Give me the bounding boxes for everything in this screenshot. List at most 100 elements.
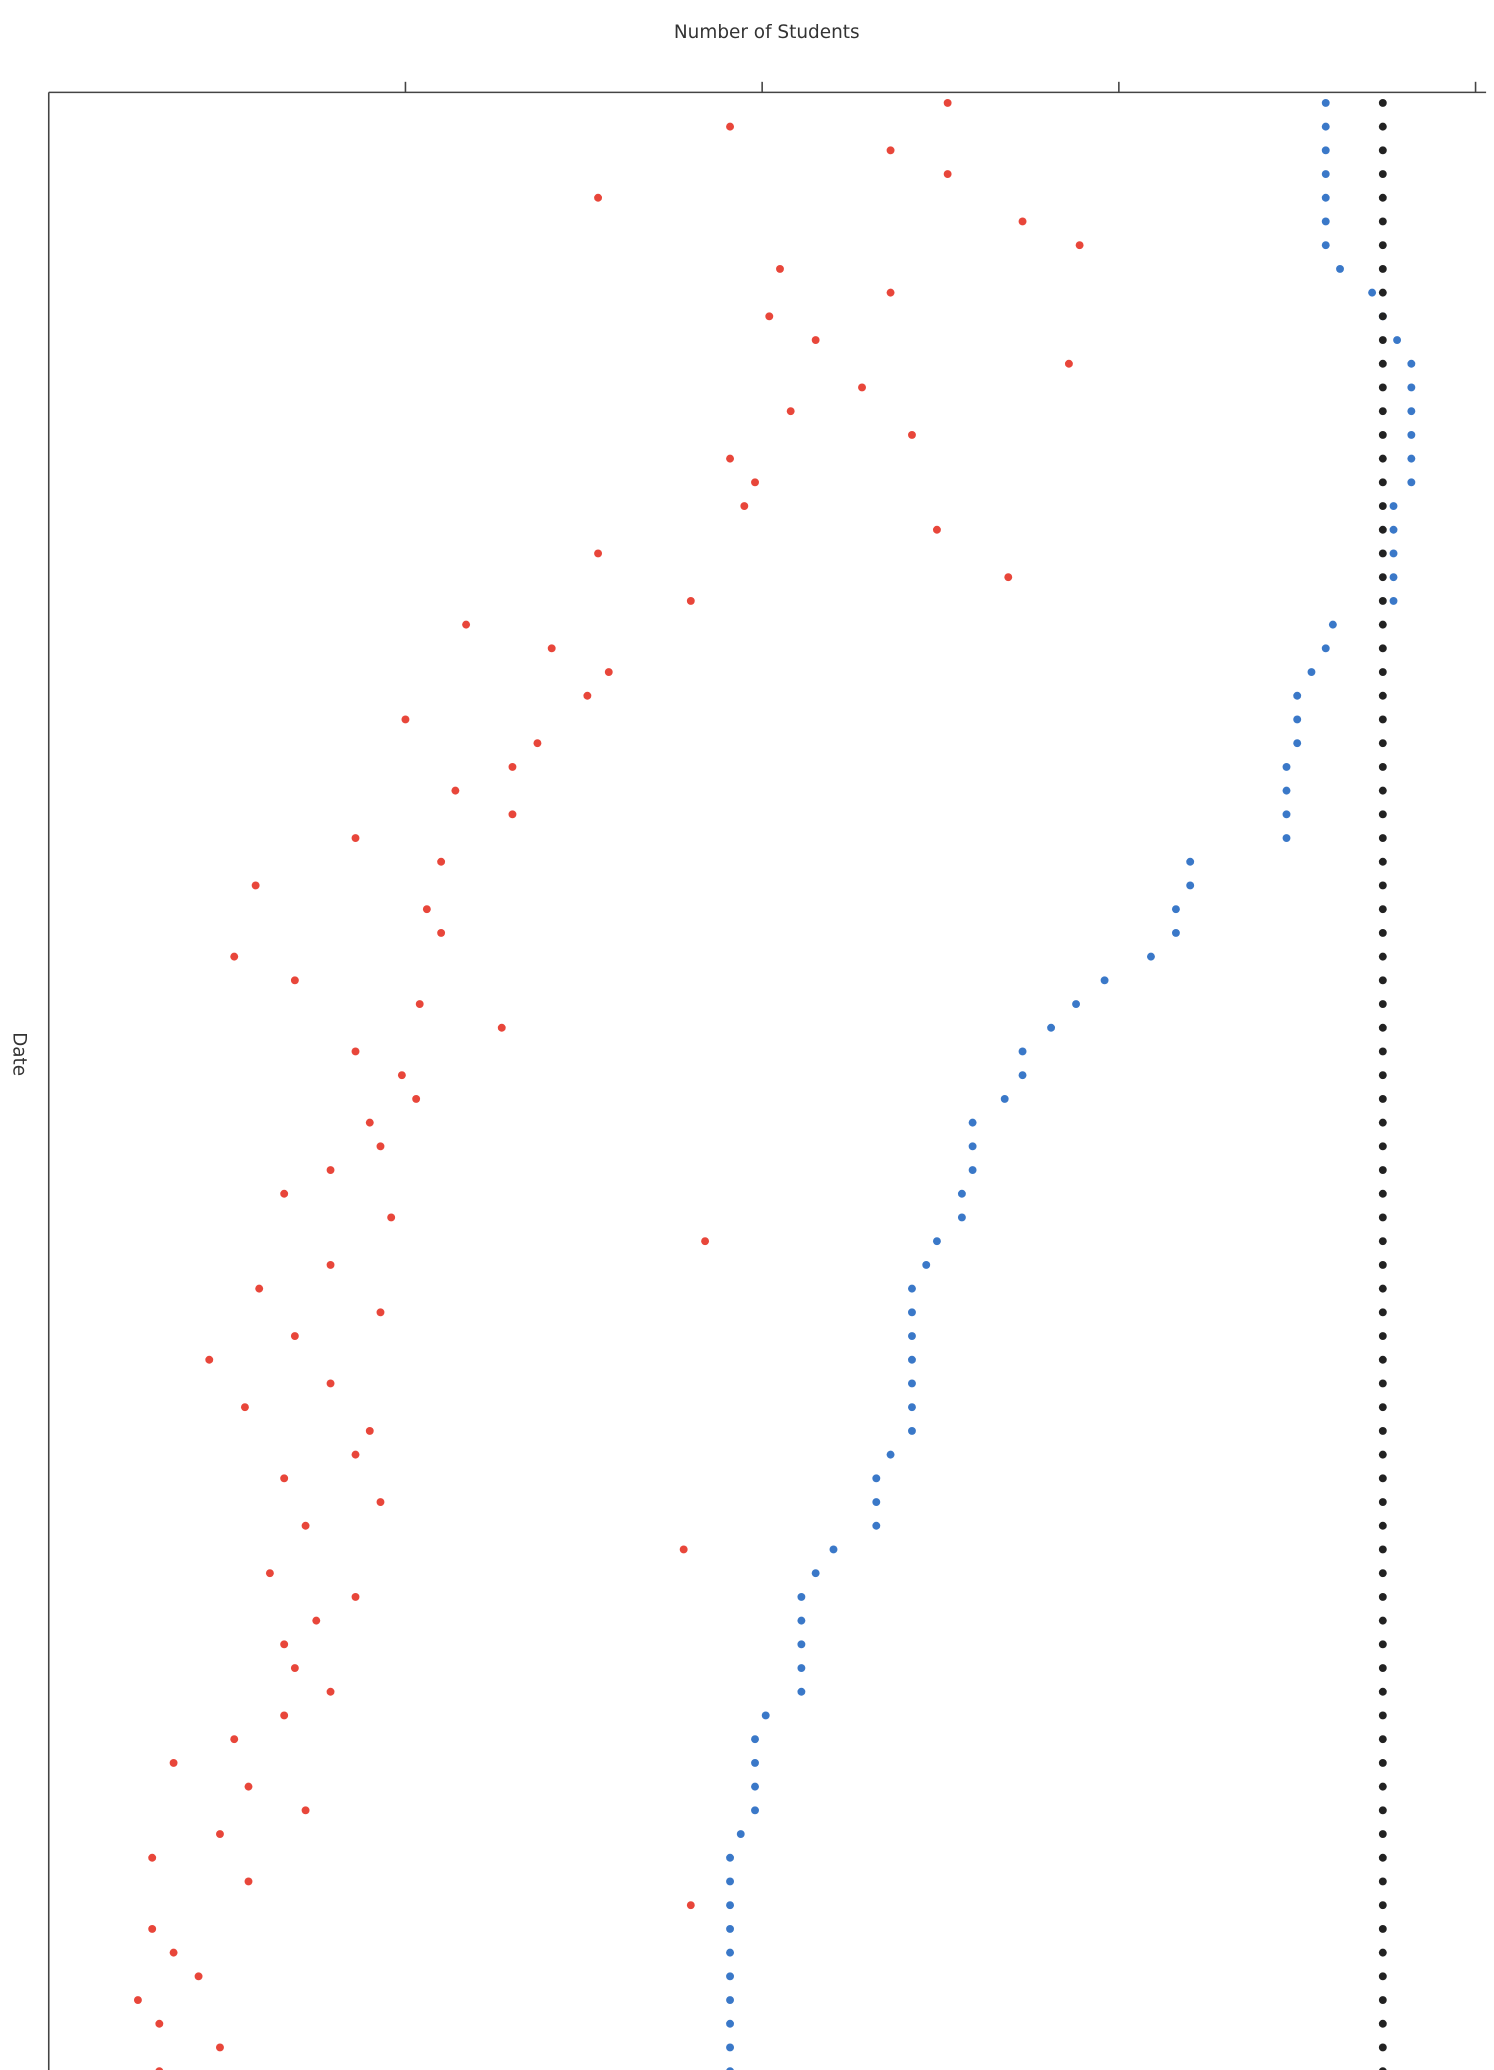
data-point xyxy=(1321,170,1330,178)
data-point xyxy=(1407,359,1416,368)
data-point xyxy=(594,549,603,558)
data-point xyxy=(1321,217,1330,226)
data-point xyxy=(1282,786,1291,795)
data-point xyxy=(451,786,460,795)
data-point xyxy=(1321,241,1330,250)
data-point xyxy=(1378,312,1387,321)
data-point xyxy=(1378,383,1387,392)
data-point xyxy=(886,146,895,155)
data-point xyxy=(1378,549,1387,558)
data-point xyxy=(1100,976,1109,985)
data-point xyxy=(797,1664,806,1672)
data-point xyxy=(280,1640,289,1649)
data-point xyxy=(326,1166,335,1174)
data-point xyxy=(1000,1094,1009,1103)
data-point xyxy=(1378,1474,1387,1483)
data-point xyxy=(751,1735,759,1744)
data-point xyxy=(312,1616,321,1625)
data-point xyxy=(326,1379,335,1388)
data-point xyxy=(1378,928,1387,937)
data-point xyxy=(1018,1047,1027,1056)
data-point xyxy=(1378,668,1387,676)
data-point xyxy=(365,1118,374,1127)
data-point xyxy=(280,1189,289,1198)
data-point xyxy=(908,1308,916,1317)
data-point xyxy=(1336,264,1344,273)
data-point xyxy=(1378,1189,1387,1198)
data-point xyxy=(301,1521,310,1530)
data-point xyxy=(751,478,759,487)
data-point xyxy=(1378,1047,1387,1056)
data-point xyxy=(1378,1166,1387,1174)
data-point xyxy=(1407,454,1416,463)
data-point xyxy=(1407,383,1416,392)
data-point xyxy=(1378,288,1387,297)
data-point xyxy=(679,1545,688,1554)
data-point xyxy=(1378,146,1387,155)
data-point xyxy=(1368,288,1377,297)
data-point xyxy=(1378,1308,1387,1317)
data-point xyxy=(1186,881,1195,890)
data-point xyxy=(508,810,517,819)
data-point xyxy=(1378,1379,1387,1388)
data-point xyxy=(776,264,784,273)
value-axis-title: Number of Students xyxy=(674,22,860,43)
data-point xyxy=(155,2019,164,2028)
data-point xyxy=(244,1877,253,1886)
data-point xyxy=(726,122,734,131)
data-point xyxy=(1378,1071,1387,1080)
data-point xyxy=(1378,786,1387,795)
data-point xyxy=(497,1023,506,1032)
data-point xyxy=(1378,620,1387,629)
data-point xyxy=(811,336,820,344)
data-point xyxy=(943,170,952,178)
data-point xyxy=(1378,217,1387,226)
data-point xyxy=(765,312,774,321)
data-point xyxy=(1378,715,1387,724)
data-point xyxy=(376,1142,385,1151)
data-point xyxy=(1378,1569,1387,1578)
data-point xyxy=(726,1924,734,1933)
data-point xyxy=(133,1996,142,2004)
data-point xyxy=(583,691,592,700)
data-point xyxy=(1378,691,1387,700)
data-point xyxy=(1378,881,1387,890)
data-point xyxy=(1378,1924,1387,1933)
data-point xyxy=(155,2067,164,2070)
data-point xyxy=(858,383,866,392)
data-point xyxy=(1378,502,1387,510)
data-point xyxy=(1378,596,1387,605)
data-point xyxy=(255,1284,264,1293)
data-point xyxy=(1378,336,1387,344)
data-point xyxy=(1378,1213,1387,1222)
data-point xyxy=(786,407,795,416)
data-point xyxy=(376,1308,385,1317)
data-point xyxy=(932,525,941,534)
data-point xyxy=(230,952,239,961)
data-point xyxy=(1378,1403,1387,1412)
data-point xyxy=(1389,549,1398,558)
data-point xyxy=(1171,905,1180,914)
data-point xyxy=(872,1474,881,1483)
data-point xyxy=(437,928,446,937)
data-point xyxy=(1378,1972,1387,1981)
data-point xyxy=(1378,1640,1387,1649)
data-point xyxy=(1047,1023,1056,1032)
data-point xyxy=(1018,217,1027,226)
data-point xyxy=(726,2019,734,2028)
data-point xyxy=(726,1877,734,1886)
data-point xyxy=(726,1972,734,1981)
data-point xyxy=(1378,905,1387,914)
data-point xyxy=(1293,739,1302,748)
data-point xyxy=(1378,1237,1387,1246)
data-point xyxy=(1378,1023,1387,1032)
data-point xyxy=(1378,1806,1387,1815)
data-point xyxy=(797,1616,806,1625)
data-point xyxy=(1378,857,1387,866)
data-point xyxy=(351,1592,360,1601)
data-point xyxy=(957,1189,966,1198)
data-point xyxy=(932,1237,941,1246)
data-point xyxy=(1378,976,1387,985)
data-point xyxy=(686,596,695,605)
data-point xyxy=(1378,170,1387,178)
